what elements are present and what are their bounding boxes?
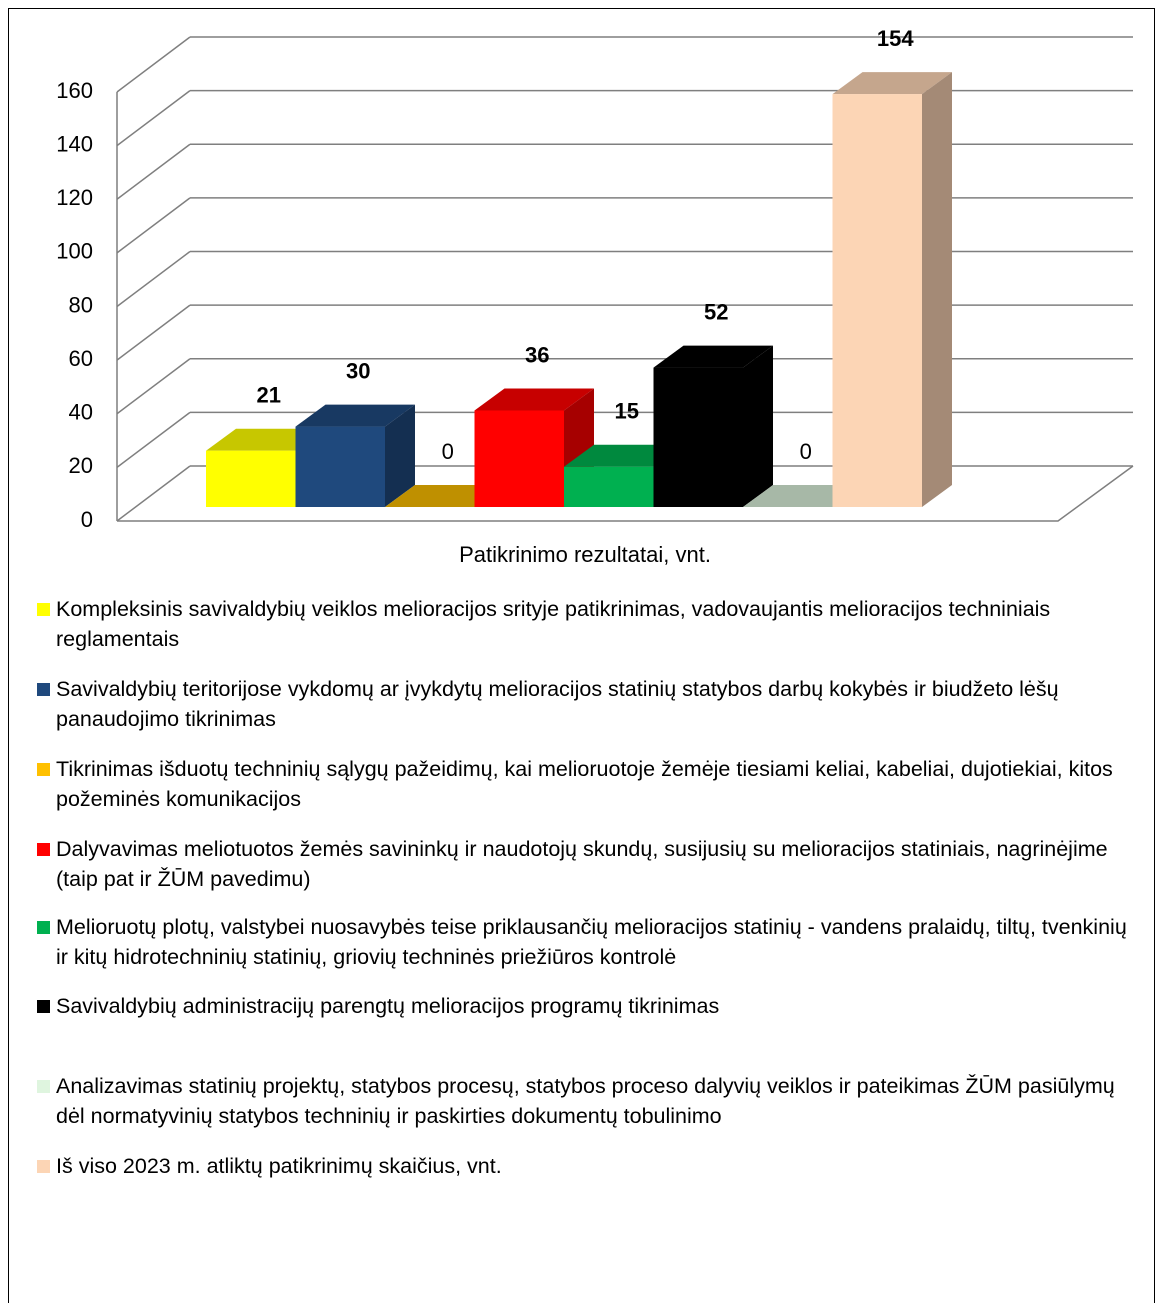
- y-tick-label: 0: [81, 507, 93, 532]
- grid-line: [116, 36, 191, 93]
- bar-side: [922, 72, 952, 508]
- value-label: 30: [346, 358, 370, 383]
- bar-side: [743, 345, 773, 507]
- bar: [564, 466, 654, 507]
- value-label: 21: [257, 383, 281, 408]
- legend-item: Iš viso 2023 m. atliktų patikrinimų skai…: [37, 1151, 1137, 1181]
- y-tick-label: 160: [56, 78, 93, 103]
- legend-label: Iš viso 2023 m. atliktų patikrinimų skai…: [56, 1154, 502, 1178]
- bar: [832, 94, 922, 508]
- legend-item: Dalyvavimas meliotuotos žemės savininkų …: [37, 834, 1137, 894]
- legend-item: Analizavimas statinių projektų, statybos…: [37, 1071, 1137, 1131]
- value-label: 154: [877, 26, 914, 51]
- legend-swatch: [37, 843, 50, 856]
- frame: [8, 8, 1155, 1303]
- legend-label: Savivaldybių teritorijose vykdomų ar įvy…: [56, 677, 1059, 731]
- legend-swatch: [37, 1080, 50, 1093]
- legend-item: Melioruotų plotų, valstybei nuosavybės t…: [37, 912, 1137, 972]
- chart: Patikrinimo rezultatai, vnt. 0 20 40 60 80 10…: [56, 26, 1134, 567]
- legend-label: Savivaldybių administracijų parengtų mel…: [56, 994, 720, 1018]
- legend-label: Kompleksinis savivaldybių veiklos melior…: [56, 597, 1051, 651]
- grid-line: [116, 143, 191, 200]
- bar: [653, 367, 743, 507]
- bar: [474, 410, 564, 507]
- value-label: 15: [615, 399, 639, 424]
- legend-item: Kompleksinis savivaldybių veiklos melior…: [37, 594, 1137, 654]
- grid-line: [116, 465, 191, 522]
- legend-label: Dalyvavimas meliotuotos žemės savininkų …: [56, 837, 1108, 891]
- value-label: 0: [800, 439, 812, 464]
- legend-label: Melioruotų plotų, valstybei nuosavybės t…: [56, 915, 1127, 969]
- y-tick-label: 20: [69, 453, 93, 478]
- y-tick-label: 80: [69, 292, 93, 317]
- grid-line: [116, 197, 191, 254]
- bar-top: [474, 388, 594, 411]
- floor: [117, 465, 1134, 522]
- grid-line: [116, 358, 191, 415]
- grid-line: [116, 250, 191, 308]
- legend-swatch: [37, 603, 50, 616]
- bar: [295, 426, 385, 507]
- legend-item: Savivaldybių administracijų parengtų mel…: [37, 991, 1137, 1021]
- value-label: 0: [442, 439, 454, 464]
- bar-side: [385, 404, 415, 507]
- legend-label: Analizavimas statinių projektų, statybos…: [56, 1074, 1115, 1128]
- legend-swatch: [37, 921, 50, 934]
- bar: [206, 450, 296, 507]
- legend-swatch: [37, 763, 50, 776]
- y-tick-label: 40: [69, 400, 93, 425]
- legend-item: Tikrinimas išduotų techninių sąlygų paže…: [37, 754, 1137, 814]
- grid-line: [116, 304, 191, 361]
- bar-top: [295, 404, 415, 427]
- value-label: 36: [525, 342, 549, 367]
- bar-top: [653, 345, 773, 368]
- value-label: 52: [704, 299, 728, 324]
- legend-item: Savivaldybių teritorijose vykdomų ar įvy…: [37, 674, 1137, 734]
- grid-line: [116, 90, 191, 147]
- y-tick-label: 100: [56, 239, 93, 264]
- y-tick-label: 120: [56, 185, 93, 210]
- y-tick-label: 140: [56, 131, 93, 156]
- legend-swatch: [37, 1000, 50, 1013]
- grid-line: [116, 411, 191, 468]
- legend-swatch: [37, 683, 50, 696]
- legend-swatch: [37, 1160, 50, 1173]
- y-tick-label: 60: [69, 346, 93, 371]
- legend-label: Tikrinimas išduotų techninių sąlygų paže…: [56, 757, 1113, 811]
- x-category-label: Patikrinimo rezultatai, vnt.: [459, 542, 711, 567]
- bar-top: [832, 72, 952, 95]
